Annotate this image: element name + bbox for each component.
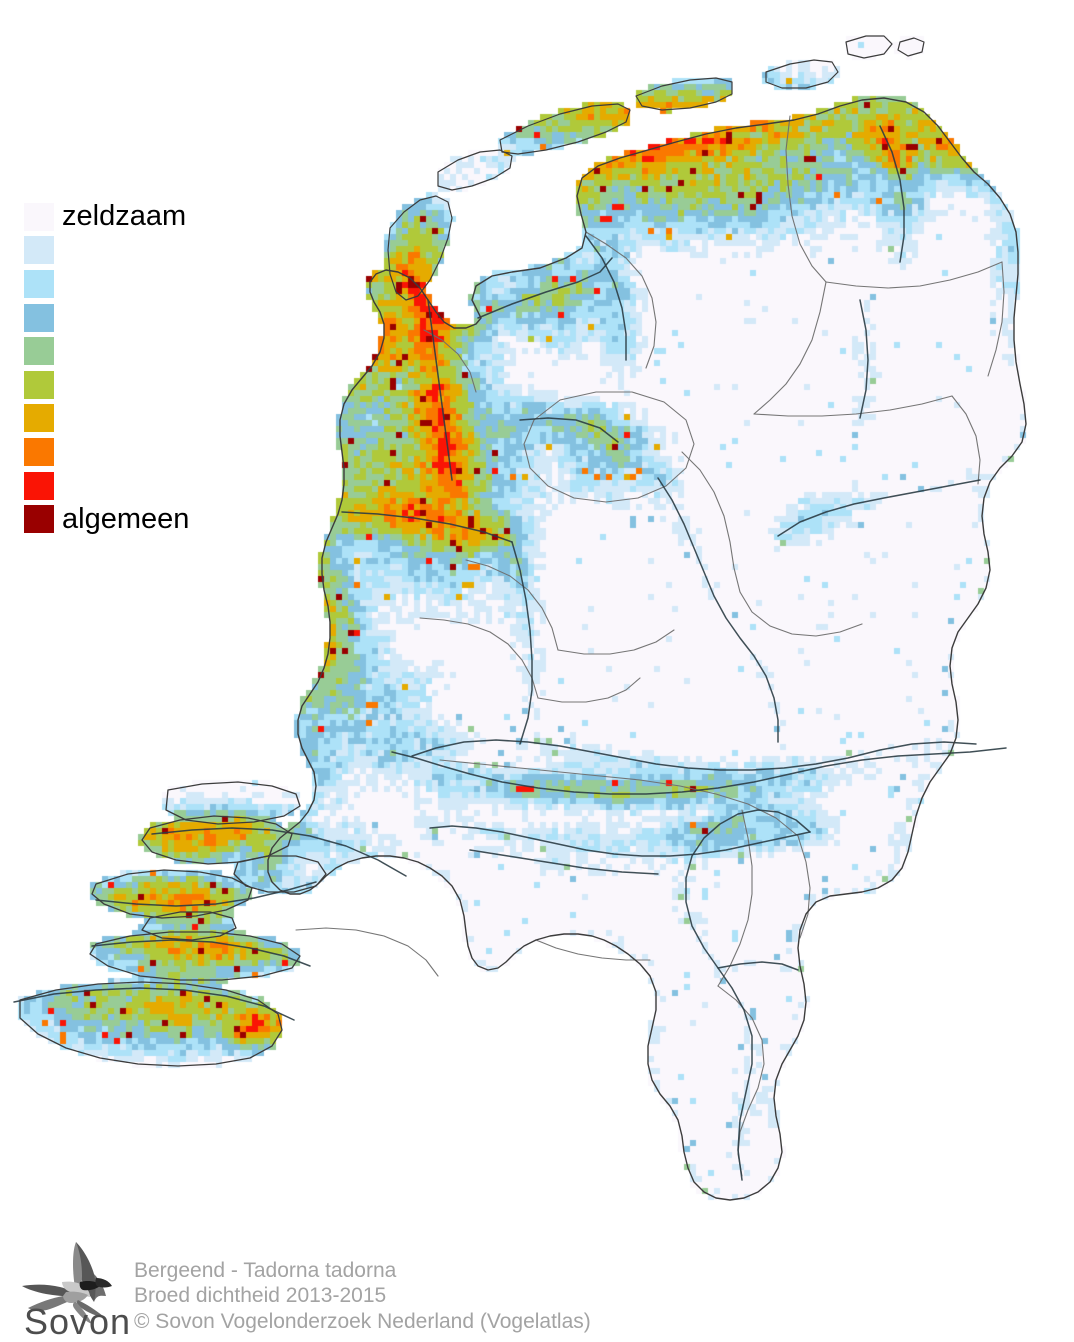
- legend-row-2: [24, 267, 254, 301]
- legend-label-bottom: algemeen: [62, 502, 190, 535]
- legend-swatch-2: [24, 269, 54, 298]
- caption-line-credit: © Sovon Vogelonderzoek Nederland (Vogela…: [134, 1309, 591, 1333]
- figure-footer: Sovon Bergeend - Tadorna tadorna Broed d…: [0, 1230, 1074, 1340]
- sovon-swallow-logo: [22, 1242, 112, 1324]
- legend-row-5: [24, 368, 254, 402]
- caption-line-species: Bergeend - Tadorna tadorna: [134, 1258, 397, 1282]
- legend-swatch-3: [24, 303, 54, 332]
- legend-swatch-9: [24, 505, 54, 534]
- legend-row-8: [24, 469, 254, 503]
- map-vector-overlay: [13, 35, 1027, 1201]
- caption-line-metric: Broed dichtheid 2013-2015: [134, 1284, 387, 1307]
- legend-label-top: zeldzaam: [62, 200, 187, 233]
- legend-swatch-7: [24, 437, 54, 466]
- legend-row-3: [24, 301, 254, 335]
- figure-caption: Bergeend - Tadorna tadorna Broed dichthe…: [134, 1258, 591, 1335]
- legend-swatch-5: [24, 370, 54, 399]
- legend-row-6: [24, 402, 254, 436]
- sovon-wordmark: Sovon: [24, 1301, 132, 1342]
- legend-row-4: [24, 334, 254, 368]
- legend-row-7: [24, 435, 254, 469]
- map-canvas-wrap: [0, 0, 1074, 1250]
- legend-swatch-8: [24, 471, 54, 500]
- legend-swatch-4: [24, 337, 54, 366]
- density-legend: zeldzaam algemeen: [24, 200, 254, 536]
- legend-swatch-0: [24, 202, 54, 231]
- legend-swatch-6: [24, 404, 54, 433]
- legend-row-9: algemeen: [24, 502, 254, 536]
- legend-row-1: [24, 234, 254, 268]
- density-raster-layer: [0, 0, 1074, 1250]
- legend-row-0: zeldzaam: [24, 200, 254, 234]
- legend-swatch-1: [24, 236, 54, 265]
